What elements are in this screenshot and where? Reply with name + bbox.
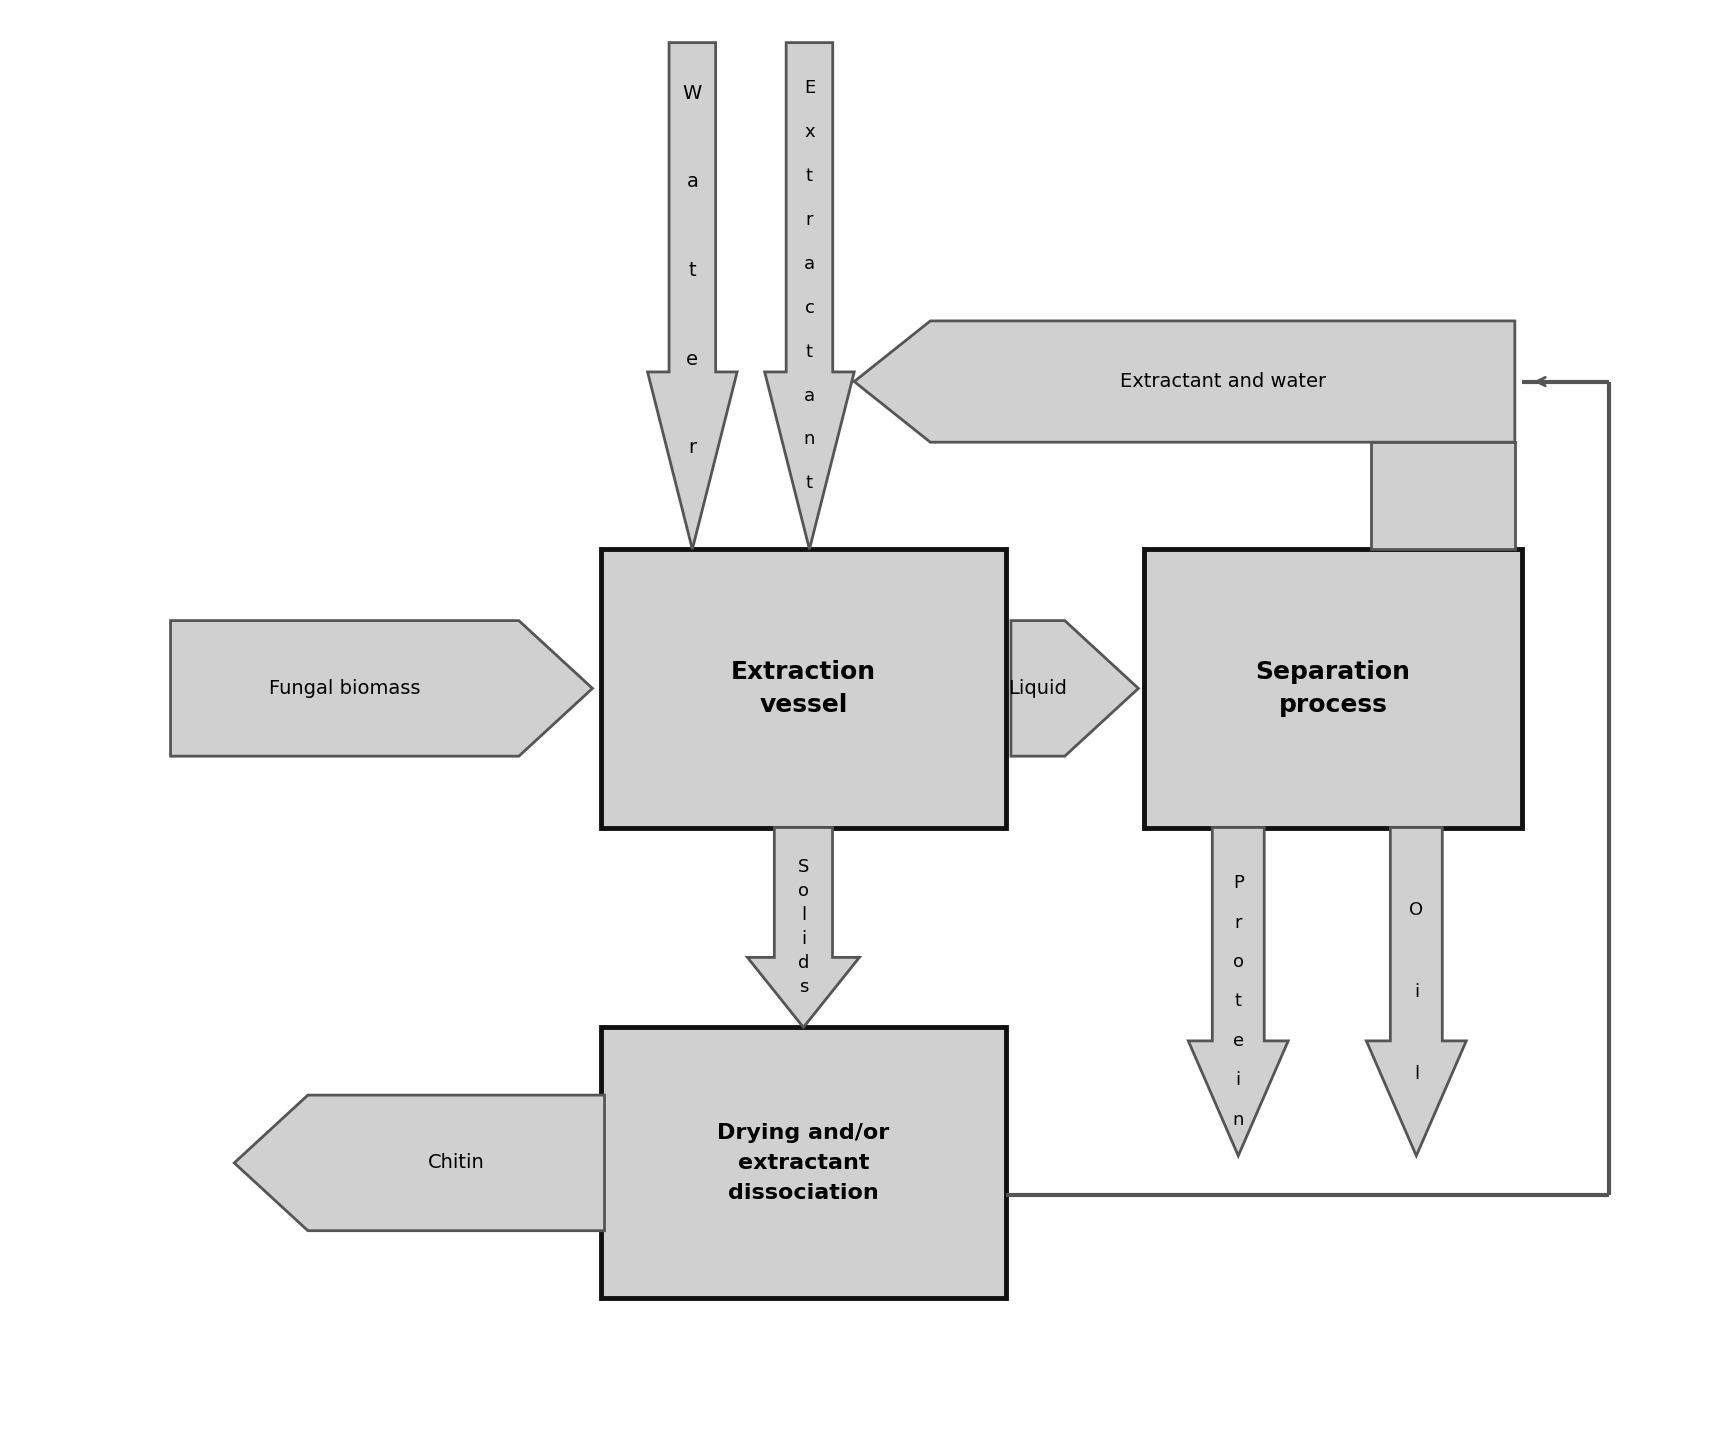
Text: r: r — [687, 438, 696, 457]
Text: d: d — [799, 954, 809, 973]
Bar — [1371, 442, 1516, 549]
Polygon shape — [234, 1095, 604, 1231]
Text: Fungal biomass: Fungal biomass — [269, 679, 420, 697]
Text: n: n — [1233, 1111, 1245, 1128]
Text: o: o — [799, 882, 809, 901]
Text: a: a — [804, 386, 814, 405]
Text: i: i — [1413, 983, 1418, 1000]
Text: t: t — [689, 261, 696, 280]
Text: e: e — [686, 350, 698, 369]
Text: e: e — [1233, 1032, 1243, 1050]
Text: t: t — [1234, 993, 1241, 1010]
Text: t: t — [806, 343, 812, 360]
Bar — [601, 549, 1005, 827]
Text: x: x — [804, 122, 814, 141]
Text: Drying and/or
extractant
dissociation: Drying and/or extractant dissociation — [717, 1124, 889, 1202]
Text: S: S — [799, 859, 809, 876]
Text: o: o — [1233, 953, 1243, 971]
Text: n: n — [804, 431, 816, 448]
Text: E: E — [804, 79, 816, 97]
Text: s: s — [799, 978, 809, 996]
Text: c: c — [804, 298, 814, 317]
Text: i: i — [1236, 1071, 1241, 1089]
Text: P: P — [1233, 875, 1243, 892]
Text: O: O — [1410, 901, 1424, 918]
Polygon shape — [854, 321, 1516, 442]
Text: l: l — [800, 906, 806, 925]
Polygon shape — [1010, 621, 1139, 757]
Text: Chitin: Chitin — [427, 1153, 484, 1173]
Polygon shape — [1366, 827, 1467, 1156]
Text: t: t — [806, 474, 812, 493]
Bar — [1144, 549, 1522, 827]
Text: Separation
process: Separation process — [1255, 660, 1410, 718]
Text: Liquid: Liquid — [1009, 679, 1068, 697]
Text: a: a — [686, 173, 698, 192]
Text: l: l — [1413, 1065, 1418, 1082]
Text: r: r — [1234, 914, 1241, 932]
Bar — [601, 1027, 1005, 1298]
Polygon shape — [1189, 827, 1288, 1156]
Text: Extractant and water: Extractant and water — [1120, 372, 1326, 391]
Polygon shape — [648, 43, 738, 549]
Text: a: a — [804, 255, 814, 272]
Text: Extraction
vessel: Extraction vessel — [731, 660, 877, 718]
Polygon shape — [170, 621, 592, 757]
Text: i: i — [800, 931, 806, 948]
Text: t: t — [806, 167, 812, 184]
Polygon shape — [764, 43, 854, 549]
Text: W: W — [682, 84, 701, 102]
Polygon shape — [748, 827, 859, 1027]
Text: r: r — [806, 210, 812, 229]
